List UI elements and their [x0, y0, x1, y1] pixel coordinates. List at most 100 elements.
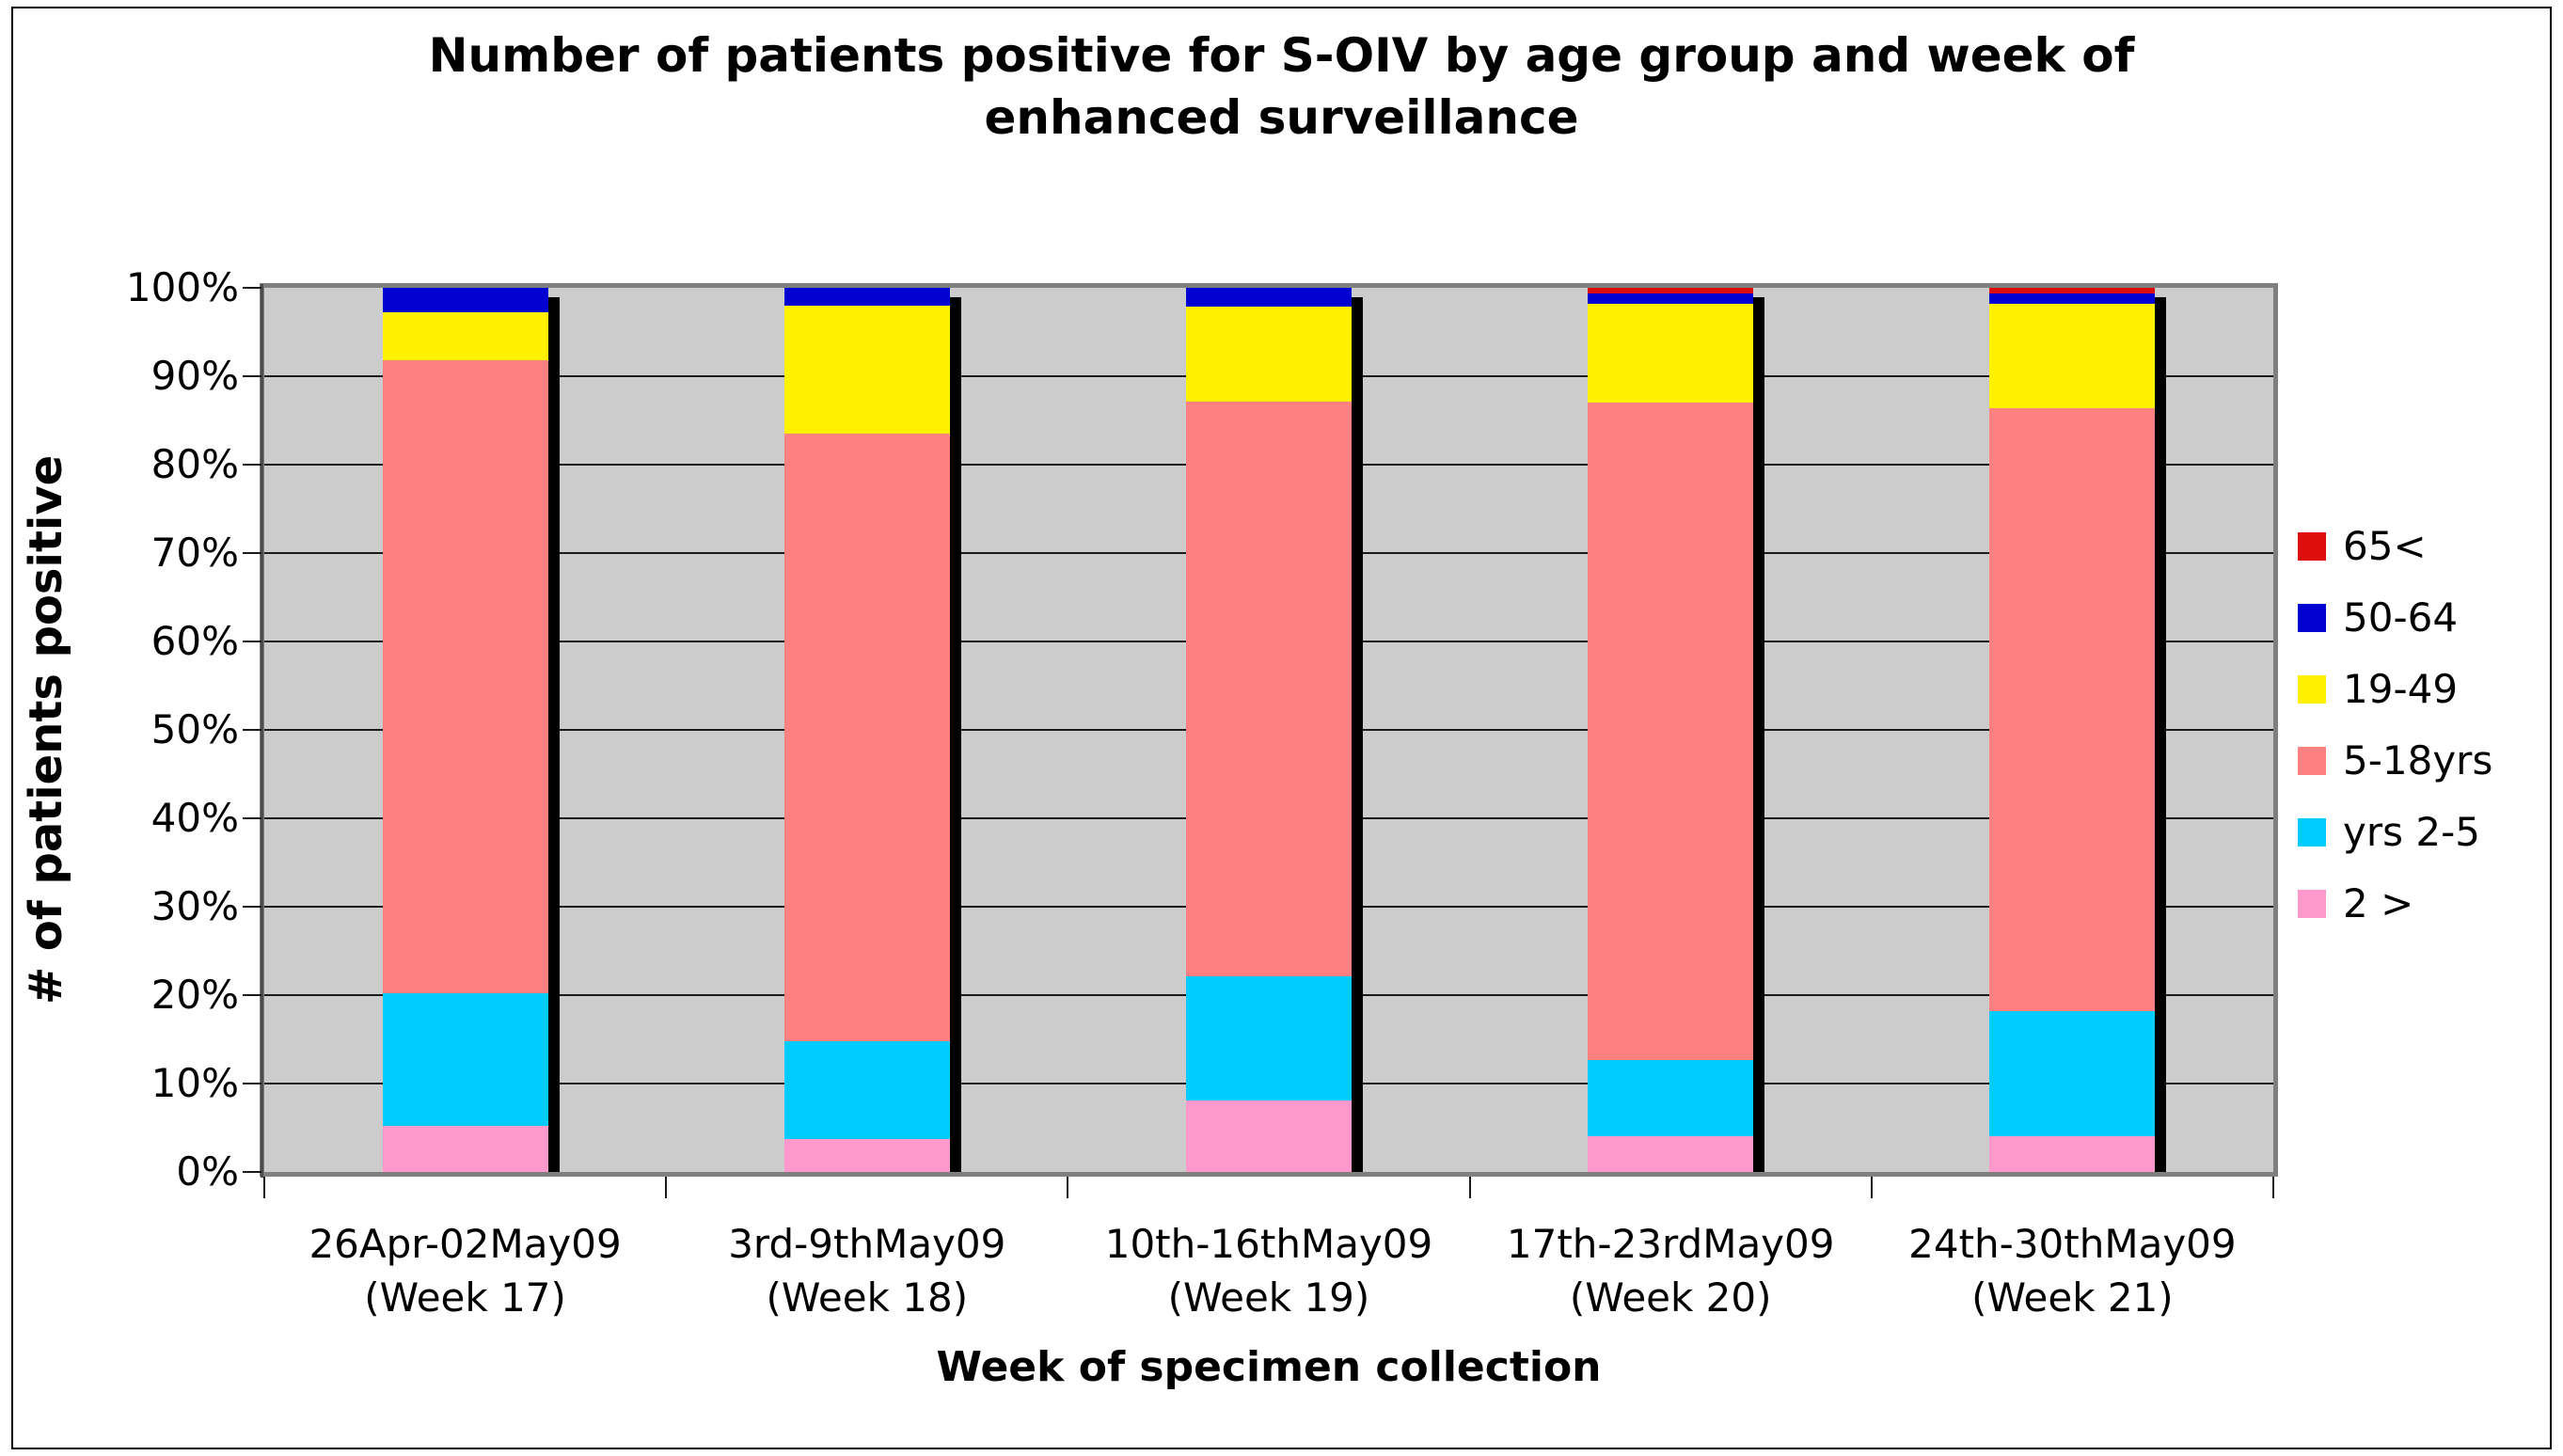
x-tick-mark: [665, 1177, 668, 1198]
legend-label: 65<: [2343, 523, 2427, 569]
legend-item-5: yrs 2-5: [2298, 809, 2492, 856]
bar-shadow: [949, 297, 961, 1172]
legend-label: yrs 2-5: [2343, 809, 2480, 855]
legend-swatch: [2298, 532, 2326, 561]
y-tick-mark: [243, 464, 261, 466]
bar-segment: [783, 305, 950, 435]
legend-item-3: 19-49: [2298, 666, 2492, 713]
bar-segment: [382, 993, 548, 1127]
y-tick-label: 0%: [176, 1148, 239, 1195]
y-tick-mark: [243, 994, 261, 996]
y-tick-mark: [243, 641, 261, 642]
x-category-label-line-2: (Week 21): [1971, 1274, 2174, 1321]
bar-week-20: [1588, 288, 1754, 1172]
x-category-label: 10th-16thMay09 (Week 19): [1068, 1217, 1469, 1324]
bar-segment: [382, 312, 548, 361]
bar-segment: [783, 1040, 950, 1140]
bar-shadow: [1753, 297, 1765, 1172]
bar-segment: [1588, 1059, 1754, 1137]
x-category-label-line-1: 24th-30thMay09: [1908, 1221, 2237, 1267]
legend-swatch: [2298, 818, 2326, 847]
bar-shadow: [2155, 297, 2167, 1172]
legend-item-6: 2 >: [2298, 880, 2492, 927]
y-tick-label: 20%: [150, 972, 239, 1018]
y-tick-mark: [243, 287, 261, 289]
bar-segment: [1185, 306, 1352, 403]
bar-slot-5: [1872, 288, 2273, 1172]
plot-area: [260, 283, 2278, 1177]
y-tick-mark: [243, 906, 261, 908]
y-tick-mark: [243, 817, 261, 819]
bar-segment: [1989, 1136, 2156, 1172]
y-tick-mark: [243, 1083, 261, 1084]
bar-shadow: [547, 297, 560, 1172]
x-category-label: 26Apr-02May09 (Week 17): [264, 1217, 666, 1324]
x-category-label-line-1: 17th-23rdMay09: [1506, 1221, 1835, 1267]
legend-swatch: [2298, 747, 2326, 775]
bar-slot-1: [264, 288, 666, 1172]
y-tick-label: 80%: [150, 441, 239, 487]
y-tick-label: 90%: [150, 353, 239, 399]
bar-segment: [1185, 1100, 1352, 1172]
x-tick-mark: [1468, 1177, 1471, 1198]
x-category-label: 24th-30thMay09 (Week 21): [1872, 1217, 2273, 1324]
bar-segment: [1185, 402, 1352, 977]
y-tick-label: 10%: [150, 1060, 239, 1106]
x-category-label-line-1: 3rd-9thMay09: [728, 1221, 1006, 1267]
bar-week-18: [783, 288, 950, 1172]
bar-segment: [1185, 288, 1352, 307]
bar-slot-2: [666, 288, 1068, 1172]
bar-segment: [382, 288, 548, 313]
bar-segment: [783, 288, 950, 306]
legend-label: 19-49: [2343, 666, 2459, 712]
bar-week-21: [1989, 288, 2156, 1172]
bar-week-17: [382, 288, 548, 1172]
legend-label: 50-64: [2343, 594, 2459, 641]
bar-segment: [783, 434, 950, 1041]
bar-segment: [382, 1126, 548, 1172]
x-category-label-line-2: (Week 17): [364, 1274, 566, 1321]
chart-title: Number of patients positive for S-OIV by…: [0, 24, 2563, 149]
bar-segment: [1588, 288, 1754, 293]
bar-segment: [1588, 403, 1754, 1060]
bar-week-19: [1185, 288, 1352, 1172]
bar-shadow: [1351, 297, 1363, 1172]
legend-swatch: [2298, 890, 2326, 918]
y-tick-label: 60%: [150, 618, 239, 664]
bar-segment: [1989, 1010, 2156, 1137]
bar-segment: [1989, 288, 2156, 293]
legend-swatch: [2298, 604, 2326, 632]
x-category-label-line-2: (Week 20): [1569, 1274, 1772, 1321]
x-category-label: 3rd-9thMay09 (Week 18): [666, 1217, 1068, 1324]
legend-label: 5-18yrs: [2343, 737, 2493, 783]
bar-slot-4: [1470, 288, 1872, 1172]
y-tick-label: 100%: [125, 264, 239, 310]
bar-segment: [1989, 407, 2156, 1011]
bar-segment: [1989, 293, 2156, 304]
x-category-label-line-1: 10th-16thMay09: [1104, 1221, 1433, 1267]
x-tick-mark: [263, 1177, 265, 1198]
x-category-label-line-2: (Week 19): [1167, 1274, 1370, 1321]
bar-segment: [783, 1139, 950, 1172]
x-axis-title: Week of specimen collection: [936, 1343, 1602, 1391]
bar-slot-3: [1068, 288, 1469, 1172]
bar-segment: [1588, 1136, 1754, 1172]
x-category-label-line-1: 26Apr-02May09: [309, 1221, 622, 1267]
bar-segment: [1185, 976, 1352, 1100]
y-axis-line: [261, 284, 263, 1178]
chart-title-line-2: enhanced surveillance: [984, 90, 1579, 145]
legend-item-1: 65<: [2298, 523, 2492, 570]
bar-segment: [1989, 303, 2156, 408]
x-tick-mark: [1067, 1177, 1069, 1198]
y-tick-mark: [243, 1171, 261, 1173]
bar-segment: [1588, 303, 1754, 404]
bar-segment: [382, 360, 548, 994]
x-category-label-line-2: (Week 18): [766, 1274, 969, 1321]
legend-item-2: 50-64: [2298, 594, 2492, 641]
y-tick-label: 50%: [150, 706, 239, 752]
y-tick-mark: [243, 375, 261, 377]
legend-swatch: [2298, 675, 2326, 704]
x-category-label: 17th-23rdMay09 (Week 20): [1470, 1217, 1872, 1324]
y-tick-label: 30%: [150, 883, 239, 929]
